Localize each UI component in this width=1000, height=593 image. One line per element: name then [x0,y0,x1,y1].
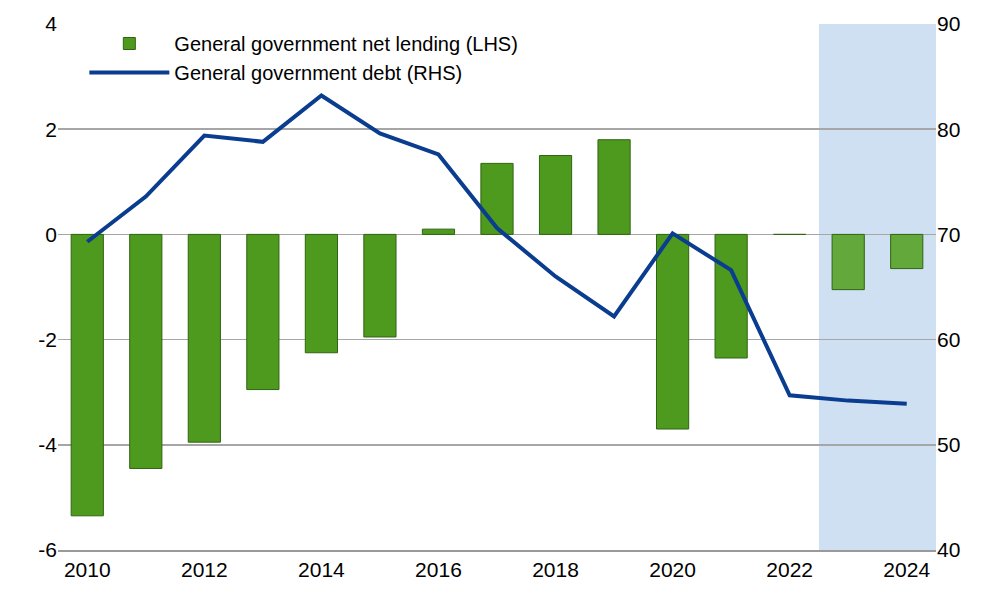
svg-text:2016: 2016 [415,558,462,581]
svg-text:-6: -6 [38,538,57,561]
svg-text:2014: 2014 [298,558,345,581]
svg-text:60: 60 [937,328,960,351]
svg-text:-4: -4 [38,433,57,456]
svg-text:70: 70 [937,223,960,246]
svg-text:2020: 2020 [649,558,696,581]
svg-text:General government net lending: General government net lending (LHS) [174,33,518,55]
svg-text:0: 0 [45,223,57,246]
svg-text:90: 90 [937,12,960,35]
svg-text:-2: -2 [38,328,57,351]
svg-text:2: 2 [45,118,57,141]
svg-text:2022: 2022 [766,558,813,581]
svg-text:50: 50 [937,433,960,456]
svg-text:2010: 2010 [64,558,111,581]
svg-text:2018: 2018 [532,558,579,581]
svg-text:General government debt (RHS): General government debt (RHS) [174,62,462,84]
svg-text:80: 80 [937,118,960,141]
svg-text:40: 40 [937,538,960,561]
svg-text:2024: 2024 [883,558,930,581]
svg-text:4: 4 [45,12,57,35]
svg-text:2012: 2012 [181,558,228,581]
